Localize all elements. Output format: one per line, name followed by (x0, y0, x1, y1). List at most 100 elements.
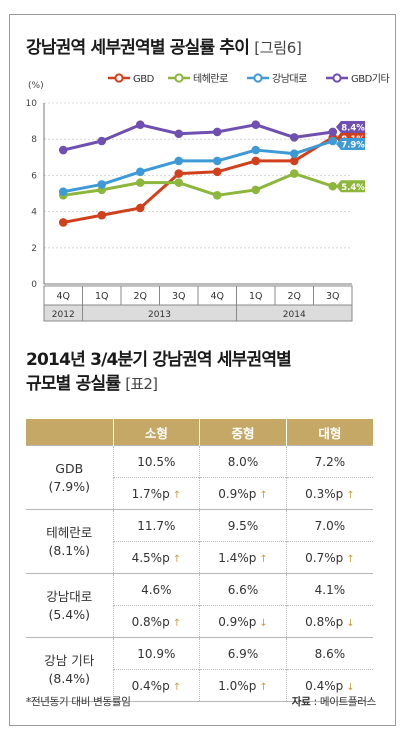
vacancy-rate-cell: 10.9% (112, 637, 200, 670)
source: 자료 : 메이트플러스 (292, 694, 377, 709)
end-value-label: 7.9% (341, 141, 365, 151)
vacancy-rate-cell: 6.9% (199, 637, 287, 670)
header-large: 대형 (285, 419, 373, 446)
series-line (62, 139, 334, 194)
row-label: 강남대로 (5.4%) (26, 573, 113, 638)
chart-legend: GBD 테헤란로 강남대로 GBD기타 (108, 73, 390, 85)
chart-series: 8.1%5.4%7.9%8.4% (58, 120, 365, 227)
data-point (328, 136, 338, 146)
source-value: : 메이트플러스 (313, 696, 377, 708)
legend-entry-label: GBD기타 (351, 73, 390, 85)
table-title-line2: 규모별 공실률 (26, 374, 121, 394)
legend-entry-label: 테헤란로 (193, 73, 228, 85)
data-point (328, 127, 338, 137)
series-line (63, 172, 334, 197)
data-point (58, 145, 68, 155)
x-tick-label: 2Q (133, 291, 147, 302)
end-value-box (341, 138, 365, 151)
end-value-tag: 7.9% (336, 138, 365, 151)
data-point (174, 178, 184, 187)
end-value-pointer (336, 180, 341, 193)
legend-swatch-marker (332, 73, 342, 83)
x-tick-label: 2Q (287, 291, 301, 302)
change-cell: 0.3%p ↑ (285, 477, 373, 510)
arrow-down-icon: ↓ (346, 681, 355, 693)
data-point (58, 187, 68, 196)
vacancy-rate-cell: 6.6% (199, 573, 287, 606)
y-tick-label: 10 (26, 99, 38, 109)
data-point (251, 185, 261, 195)
header-blank (26, 419, 113, 446)
arrow-down-icon: ↓ (259, 617, 268, 629)
data-point (212, 191, 222, 200)
legend-entry-label: 강남대로 (272, 73, 307, 85)
y-tick-label: 4 (31, 208, 37, 218)
vacancy-rate-cell: 7.0% (285, 509, 373, 542)
table-title: 2014년 3/4분기 강남권역 세부권역별 규모별 공실률 [표2] (26, 348, 292, 396)
x-year-label: 2012 (52, 310, 75, 320)
table-row-changes: 4.5%p ↑ 1.4%p ↑ 0.7%p ↑ (26, 541, 373, 574)
change-value: 0.8%p (131, 614, 170, 629)
data-point (97, 136, 107, 146)
table-header-row: 소형 중형 대형 (26, 419, 373, 446)
change-value: 0.3%p (305, 486, 344, 501)
data-point (97, 180, 107, 189)
chart-x-axis: 4Q 1Q 2Q 3Q 4Q 1Q 2Q 3Q 2012 2013 2014 (43, 285, 353, 322)
data-point (251, 156, 261, 166)
data-point (97, 210, 107, 220)
table-row-changes: 1.7%p ↑ 0.9%p ↑ 0.3%p ↑ (26, 477, 373, 510)
y-tick-label: 8 (31, 135, 37, 145)
arrow-up-icon: ↑ (172, 553, 182, 565)
data-point (289, 169, 299, 178)
end-value-pointer (336, 138, 341, 151)
chart-title-tag: [그림6] (254, 39, 302, 57)
row-name: 강남대로 (46, 588, 93, 604)
legend-swatch-marker (174, 73, 184, 83)
change-cell: 0.8%p ↓ (285, 605, 373, 638)
change-value: 0.4%p (305, 678, 344, 693)
data-point (289, 133, 299, 142)
data-point (251, 145, 261, 155)
end-value-label: 5.4% (341, 183, 365, 193)
x-axis-year-band (43, 304, 353, 322)
row-label: 강남 기타 (8.4%) (26, 637, 113, 702)
vacancy-rate-cell: 4.1% (285, 573, 373, 606)
data-point (212, 156, 222, 166)
x-tick-label: 3Q (326, 291, 340, 302)
data-point (135, 203, 145, 213)
header-medium: 중형 (199, 419, 287, 446)
vacancy-rate-cell: 7.2% (285, 445, 373, 478)
arrow-up-icon: ↑ (172, 489, 182, 501)
arrow-up-icon: ↑ (172, 617, 182, 629)
change-cell: 0.4%p ↓ (285, 669, 373, 702)
chart-title: 강남권역 세부권역별 공실률 추이 [그림6] (26, 33, 302, 58)
change-value: 1.4%p (218, 550, 257, 565)
row-name: GDB (55, 460, 84, 476)
data-point (135, 120, 145, 130)
data-point (289, 149, 299, 158)
table-row-values: 테헤란로 (8.1%) 11.7% 9.5% 7.0% (26, 509, 373, 574)
change-cell: 4.5%p ↑ (112, 541, 200, 574)
x-year-label: 2014 (283, 310, 306, 320)
chart-title-text: 강남권역 세부권역별 공실률 추이 (26, 38, 250, 58)
legend-entry-label: GBD (133, 74, 155, 85)
y-tick-label: 6 (31, 171, 37, 181)
vacancy-rate-cell: 9.5% (199, 509, 287, 542)
data-point (174, 156, 184, 166)
x-tick-label: 1Q (249, 291, 263, 302)
change-value: 1.7%p (131, 486, 170, 501)
row-name: 강남 기타 (44, 652, 95, 668)
vacancy-table: 소형 중형 대형 GDB (7.9%) 10.5% 8.0% 7.2% 1.7%p ↑ 0.9… (26, 419, 373, 702)
x-tick-label: 1Q (95, 291, 109, 302)
change-cell: 0.8%p ↑ (112, 605, 200, 638)
change-cell: 1.7%p ↑ (112, 477, 200, 510)
data-point (135, 178, 145, 187)
arrow-up-icon: ↑ (259, 489, 268, 501)
arrow-up-icon: ↑ (346, 553, 355, 565)
vacancy-rate-cell: 8.6% (285, 637, 373, 670)
change-value: 0.9%p (218, 486, 257, 501)
header-small: 소형 (112, 419, 200, 446)
arrow-up-icon: ↑ (259, 681, 268, 693)
y-tick-label: 2 (31, 244, 37, 254)
